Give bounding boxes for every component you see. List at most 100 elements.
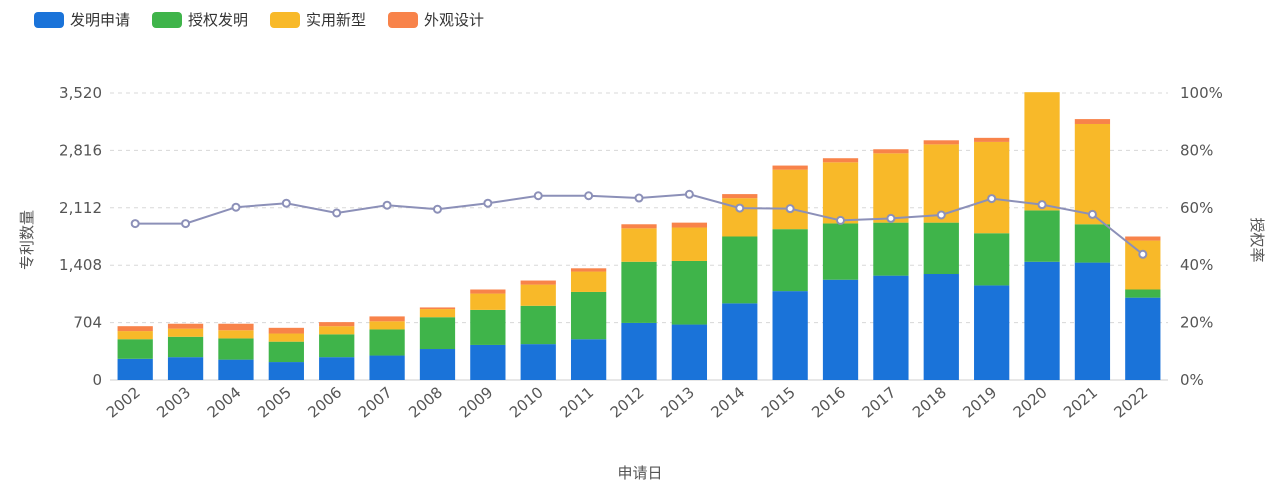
- bar-segment: [873, 149, 909, 154]
- bar-segment: [923, 140, 959, 145]
- bar-segment: [369, 329, 405, 356]
- x-tick-label: 2006: [304, 383, 345, 421]
- x-tick-label: 2002: [103, 383, 144, 421]
- bar-segment: [218, 359, 254, 380]
- bar-segment: [1125, 240, 1161, 290]
- legend-item-invention-applications[interactable]: 发明申请: [34, 9, 130, 30]
- y2-tick-label: 80%: [1180, 141, 1213, 159]
- x-tick-label: 2013: [657, 383, 698, 421]
- x-tick-label: 2010: [506, 383, 547, 421]
- bar-segment: [722, 236, 758, 304]
- bar-segment: [1074, 262, 1111, 380]
- y2-tick-label: 20%: [1180, 314, 1213, 332]
- bar-segment: [974, 137, 1010, 142]
- rate-point: [281, 198, 291, 208]
- bar-segment: [268, 362, 304, 380]
- bar-segment: [772, 169, 808, 230]
- bar-layer: [117, 92, 1161, 380]
- bar-segment: [923, 274, 959, 380]
- bar-segment: [1024, 210, 1060, 262]
- x-tick-label: 2020: [1010, 383, 1051, 421]
- bar-segment: [873, 153, 909, 223]
- bar-segment: [1125, 297, 1161, 380]
- bar-segment: [722, 194, 758, 199]
- rate-point: [735, 203, 745, 213]
- x-tick-label: 2017: [859, 383, 900, 421]
- y2-axis-title: 授权率: [1248, 217, 1266, 262]
- bar-segment: [671, 260, 708, 325]
- bar-segment: [1125, 289, 1161, 298]
- bar-segment: [1074, 123, 1111, 225]
- bar-segment: [419, 309, 456, 318]
- legend-item-granted-inventions[interactable]: 授权发明: [152, 9, 248, 30]
- bar-segment: [621, 261, 657, 323]
- rate-point: [483, 198, 493, 208]
- legend-label: 授权发明: [188, 11, 249, 29]
- bar-segment: [319, 322, 355, 327]
- bar-segment: [671, 324, 708, 380]
- bar-segment: [1074, 119, 1111, 124]
- bar-segment: [1125, 236, 1161, 241]
- y-axis-title: 专利数量: [18, 210, 36, 270]
- rate-point: [1087, 209, 1097, 219]
- bar-segment: [117, 331, 153, 340]
- y2-tick-label: 100%: [1180, 84, 1223, 102]
- bar-segment: [671, 222, 708, 228]
- bar-segment: [369, 355, 405, 380]
- y2-tick-label: 60%: [1180, 199, 1213, 217]
- bar-segment: [319, 334, 355, 358]
- bar-segment: [419, 307, 456, 310]
- bar-segment: [319, 326, 355, 335]
- bar-segment: [117, 339, 153, 359]
- bar-segment: [268, 333, 304, 342]
- x-tick-label: 2005: [254, 383, 295, 421]
- rate-point: [1138, 249, 1148, 259]
- y2-tick-label: 40%: [1180, 256, 1213, 274]
- bar-segment: [570, 291, 607, 340]
- x-tick-label: 2018: [909, 383, 950, 421]
- bar-segment: [822, 223, 859, 280]
- bar-segment: [470, 309, 506, 345]
- bar-segment: [722, 303, 758, 380]
- bar-segment: [822, 162, 859, 224]
- rate-point: [836, 215, 846, 225]
- rate-point: [382, 200, 392, 210]
- y-tick-label: 1,408: [59, 256, 102, 274]
- legend-item-designs[interactable]: 外观设计: [388, 9, 484, 30]
- bar-segment: [470, 293, 506, 310]
- y-tick-label: 2,112: [59, 199, 102, 217]
- y-tick-label: 0: [92, 371, 102, 389]
- bar-segment: [369, 316, 405, 322]
- bar-segment: [570, 339, 607, 380]
- x-tick-label: 2021: [1060, 383, 1101, 421]
- rate-point: [181, 219, 191, 229]
- bar-segment: [520, 305, 556, 345]
- rate-point: [785, 204, 795, 214]
- legend-label: 实用新型: [306, 11, 367, 29]
- bar-segment: [268, 341, 304, 363]
- bar-segment: [470, 344, 506, 380]
- rate-point: [987, 194, 997, 204]
- bar-segment: [1024, 92, 1060, 211]
- bar-segment: [520, 344, 556, 380]
- bar-segment: [873, 275, 909, 380]
- legend-item-utility-models[interactable]: 实用新型: [270, 9, 366, 30]
- bar-segment: [218, 338, 254, 360]
- rate-point: [130, 219, 140, 229]
- x-tick-label: 2016: [808, 383, 849, 421]
- bar-segment: [369, 321, 405, 330]
- bar-segment: [117, 326, 153, 332]
- bar-segment: [319, 357, 355, 380]
- bar-segment: [520, 284, 556, 306]
- rate-point: [886, 213, 896, 223]
- bar-segment: [167, 336, 204, 358]
- x-tick-label: 2008: [405, 383, 446, 421]
- bar-segment: [671, 227, 708, 261]
- legend: 发明申请 授权发明 实用新型 外观设计: [34, 9, 484, 30]
- y2-tick-label: 0%: [1180, 371, 1204, 389]
- y-tick-label: 704: [73, 314, 102, 332]
- bar-segment: [218, 330, 254, 339]
- rate-point: [684, 189, 694, 199]
- bar-segment: [822, 158, 859, 163]
- legend-label: 发明申请: [70, 11, 131, 29]
